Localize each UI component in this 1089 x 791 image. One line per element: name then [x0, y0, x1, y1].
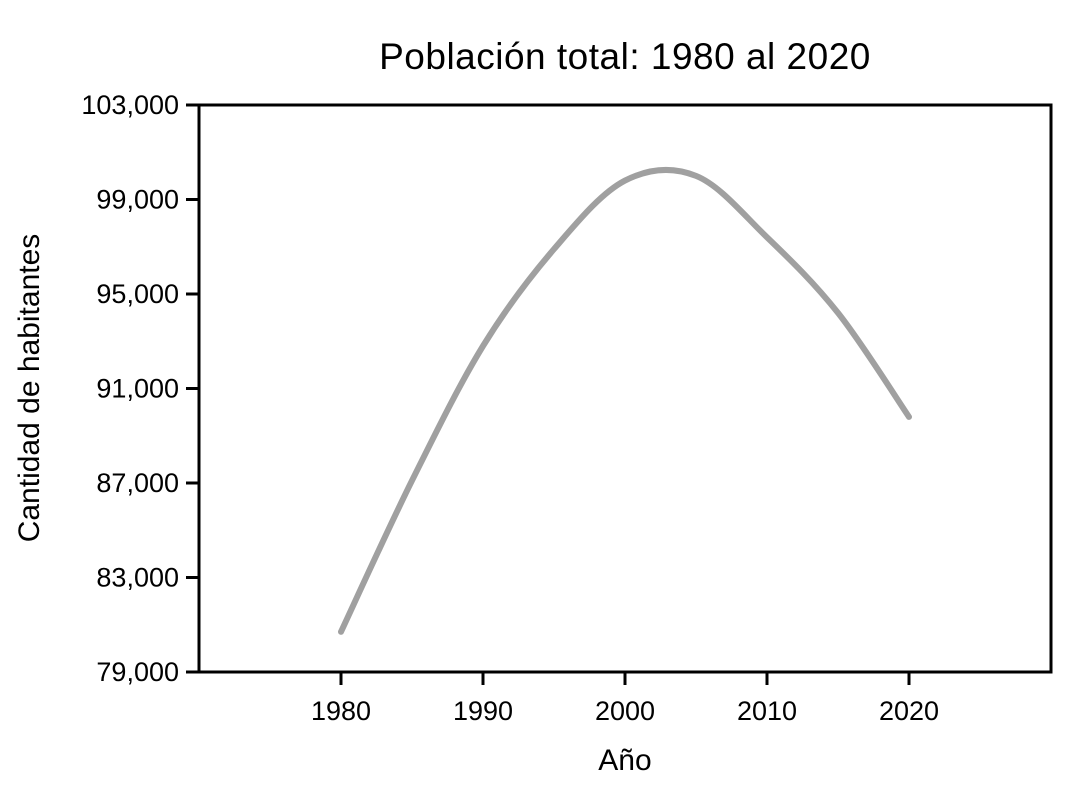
y-tick-label: 95,000: [96, 279, 179, 309]
plot-frame: [197, 103, 1053, 674]
y-tick-label: 103,000: [81, 90, 179, 120]
y-tick-label: 87,000: [96, 468, 179, 498]
y-tick-label: 83,000: [96, 563, 179, 593]
y-tick-label: 99,000: [96, 185, 179, 215]
population-curve: [338, 166, 912, 635]
x-tick-label: 2000: [595, 696, 655, 726]
x-tick-label: 2010: [737, 696, 797, 726]
chart-title: Población total: 1980 al 2020: [379, 36, 871, 77]
x-tick-label: 1990: [453, 696, 513, 726]
x-tick-label: 2020: [879, 696, 939, 726]
y-tick-label: 91,000: [96, 374, 179, 404]
x-tick-label: 1980: [311, 696, 371, 726]
x-axis-title: Año: [598, 744, 652, 777]
y-tick-label: 79,000: [96, 657, 179, 687]
